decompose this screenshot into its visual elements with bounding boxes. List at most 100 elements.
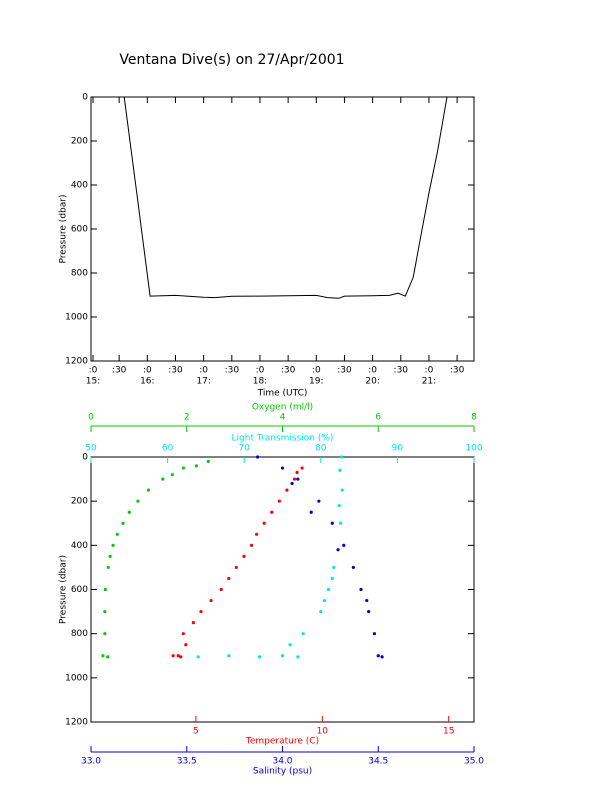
x-tick-hour-label: 17: [196,377,210,387]
x-tick-label: :30 [281,366,296,376]
x-tick-label: 80 [315,444,327,454]
profile-point [326,587,331,592]
x-tick-hour-label: 15: [86,377,100,387]
profile-point [170,473,174,477]
profile-point [219,587,223,592]
x-axis-label: Oxygen (ml/l) [252,403,313,413]
x-axis-label: Light Transmission (%) [232,434,334,444]
profile-point [256,455,260,459]
profile-point [332,565,336,570]
profile-point [270,510,274,514]
title: Ventana Dive(s) on 27/Apr/2001 [119,52,344,68]
profile-point [380,655,384,659]
y-tick-label: 400 [71,181,88,191]
profile-point [242,554,246,558]
profile-point [285,488,289,492]
x-tick-label: 50 [85,444,97,454]
profile-point [184,643,188,647]
profile-point [296,477,300,481]
profile-point [340,488,344,492]
y-tick-label: 600 [71,585,88,595]
profile-point [115,532,119,536]
profile-point [376,654,380,658]
profile-point [191,621,195,625]
profile-point [176,654,180,658]
x-tick-label: :30 [112,366,127,376]
profile-point [234,565,238,570]
profile-point [280,654,285,658]
profile-point [103,632,107,636]
profile-point [227,654,231,658]
profile-point [290,481,294,486]
profile-point [206,459,210,464]
x-tick-label: :0 [199,366,208,376]
y-tick-label: 400 [71,541,88,551]
x-tick-label: 100 [465,444,482,454]
profile-point [336,548,340,552]
profile-point [194,464,198,468]
x-tick-label: 2 [184,413,190,423]
x-tick-label: :0 [312,366,321,376]
profile-point [179,655,183,659]
x-tick-label: 90 [392,444,404,454]
x-axis-label: Temperature (C) [245,737,319,747]
profile-point [106,655,110,659]
y-tick-label: 1000 [65,313,88,323]
x-tick-label: :30 [168,366,183,376]
profile-point [121,521,125,525]
profile-point [181,632,185,636]
x-tick-label: 4 [280,413,286,423]
x-tick-label: 35.0 [464,757,484,767]
profile-point [342,543,346,547]
x-tick-hour-label: 21: [422,377,436,387]
y-tick-label: 1200 [65,718,88,728]
profile-point [103,587,107,592]
x-tick-label: 8 [471,413,477,423]
x-tick-hour-label: 18: [253,377,267,387]
x-tick-label: 34.5 [368,757,388,767]
profile-point [249,543,254,547]
profile-point [292,477,297,481]
profile-point [196,655,200,659]
profile-point [330,521,334,525]
x-tick-label: :0 [256,366,265,376]
pressure-line [123,96,448,299]
profile-point [367,609,371,614]
profile-point [301,632,305,636]
y-tick-label: 1200 [65,357,88,367]
x-tick-label: :30 [337,366,352,376]
x-tick-label: 5 [193,727,199,737]
profile-point [317,499,321,503]
x-tick-label: :30 [394,366,409,376]
x-tick-label: :0 [425,366,434,376]
x-tick-label: 33.5 [177,757,197,767]
profile-point [103,609,107,614]
profile-point [136,499,140,503]
x-tick-hour-label: 16: [140,377,154,387]
x-axis-label: Time (UTC) [257,389,308,399]
x-tick-label: 33.0 [81,757,101,767]
profile-point [337,503,341,508]
profile-point [280,466,285,470]
profile-point [351,565,355,570]
x-tick-label: 60 [162,444,174,454]
profile-point [330,576,334,581]
x-tick-label: :0 [89,366,98,376]
profile-point [323,598,327,603]
profile-point [339,455,344,459]
profile-point [372,632,377,636]
profile-point [262,521,266,525]
profile-point [199,609,203,614]
y-tick-label: 600 [71,225,88,235]
x-tick-label: :0 [143,366,152,376]
x-tick-label: :30 [450,366,465,376]
profile-point [227,576,231,581]
profile-point [309,510,313,514]
x-tick-label: :0 [368,366,377,376]
y-tick-label: 200 [71,497,88,507]
y-tick-label: 200 [71,137,88,147]
y-axis-label: Pressure (dbar) [59,195,69,264]
profile-point [365,598,369,603]
profile-point [101,654,105,658]
